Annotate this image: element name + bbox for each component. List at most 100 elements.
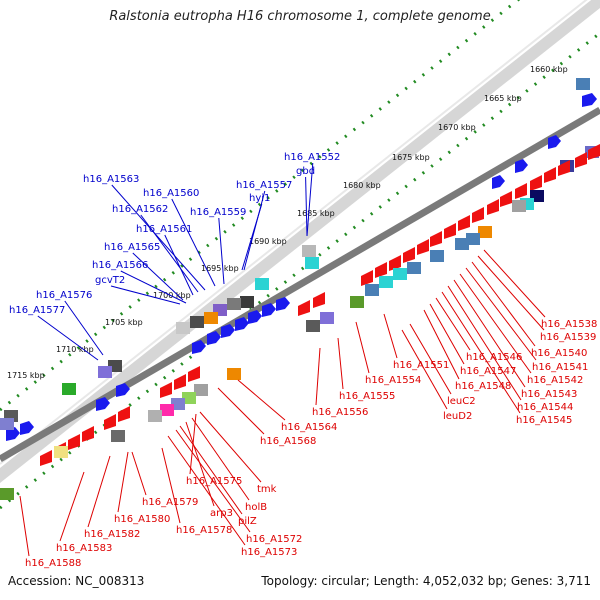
plus-label-hyi1: hyi1 <box>249 193 270 204</box>
minus-gene-arrow <box>588 144 600 160</box>
feature-box <box>478 226 492 238</box>
minus-label-leader <box>237 379 286 421</box>
feature-box <box>54 446 68 458</box>
minus-label-h16_A1547: h16_A1547 <box>460 366 516 377</box>
plus-label-gcvT2: gcvT2 <box>95 275 125 286</box>
minus-label-leuD2: leuD2 <box>443 411 472 422</box>
minus-gene-arrow <box>160 382 172 398</box>
plus-gene-arrow <box>248 310 262 324</box>
feature-box <box>148 410 162 422</box>
minus-label-leader <box>59 471 85 542</box>
plus-label-h16_A1565: h16_A1565 <box>104 242 160 253</box>
minus-label-h16_A1564: h16_A1564 <box>281 422 337 433</box>
plus-label-leader <box>64 300 104 356</box>
minus-label-leader <box>199 411 262 483</box>
minus-gene-arrow <box>82 426 94 442</box>
minus-label-leader <box>471 261 536 347</box>
minus-gene-arrow <box>558 160 570 176</box>
minus-label-h16_A1548: h16_A1548 <box>455 381 511 392</box>
minus-gene-arrow <box>298 300 310 316</box>
minus-label-h16_A1578: h16_A1578 <box>176 525 232 536</box>
plus-label-h16_A1562: h16_A1562 <box>112 204 168 215</box>
minus-label-leader <box>447 285 522 401</box>
feature-box <box>98 366 112 378</box>
minus-label-leader <box>459 273 532 374</box>
plus-label-h16_A1557: h16_A1557 <box>236 180 292 191</box>
minus-label-leader <box>465 267 537 361</box>
minus-gene-arrow <box>389 255 401 271</box>
minus-label-h16_A1541: h16_A1541 <box>532 362 588 373</box>
minus-label-h16_A1544: h16_A1544 <box>517 402 573 413</box>
minus-label-leader <box>441 291 521 414</box>
minus-label-leader <box>355 321 370 374</box>
minus-gene-arrow <box>174 374 186 390</box>
minus-label-leader <box>453 279 526 388</box>
minus-label-h16_A1546: h16_A1546 <box>466 352 522 363</box>
minus-label-leader <box>191 417 250 501</box>
minus-gene-arrow <box>530 175 542 191</box>
minus-label-leader <box>477 255 545 331</box>
plus-gene-arrow <box>548 135 561 149</box>
feature-box <box>393 268 407 280</box>
feature-box <box>365 284 379 296</box>
minus-label-holB: holB <box>245 502 267 513</box>
plus-gene-arrow <box>192 340 206 354</box>
plus-gene-arrow <box>6 427 20 441</box>
feature-box <box>306 320 320 332</box>
minus-gene-arrow <box>313 292 325 308</box>
minus-label-h16_A1575: h16_A1575 <box>186 476 242 487</box>
plus-gene-arrow <box>582 93 597 107</box>
plus-gene-arrow <box>276 297 290 311</box>
feature-box <box>466 233 480 245</box>
minus-label-h16_A1556: h16_A1556 <box>312 407 368 418</box>
minus-label-leader <box>167 435 246 546</box>
minus-gene-arrow <box>444 223 456 239</box>
minus-label-h16_A1579: h16_A1579 <box>142 497 198 508</box>
minus-label-leader <box>185 421 215 507</box>
scale-label-1665-kbp: 1665 kbp <box>484 94 522 103</box>
minus-label-leader <box>483 249 546 318</box>
minus-label-leader <box>401 329 448 410</box>
minus-gene-arrow <box>575 152 587 168</box>
feature-box <box>227 368 241 380</box>
minus-gene-arrow <box>40 450 52 466</box>
minus-label-leader <box>161 447 181 524</box>
minus-gene-arrow <box>375 262 387 278</box>
minus-label-h16_A1555: h16_A1555 <box>339 391 395 402</box>
minus-label-leader <box>87 455 111 528</box>
minus-label-leuC2: leuC2 <box>447 396 476 407</box>
minus-gene-arrow <box>188 366 200 382</box>
minus-label-h16_A1542: h16_A1542 <box>527 375 583 386</box>
feature-box <box>302 245 316 257</box>
map-title: Ralstonia eutropha H16 chromosome 1, com… <box>109 9 491 24</box>
plus-label-h16_A1577: h16_A1577 <box>9 305 65 316</box>
minus-label-h16_A1538: h16_A1538 <box>541 319 597 330</box>
minus-label-leader <box>435 297 471 351</box>
feature-box <box>512 200 526 212</box>
plus-label-leader <box>111 184 206 291</box>
minus-label-pilZ: pilZ <box>238 516 257 527</box>
feature-box <box>194 384 208 396</box>
minus-label-leader <box>315 347 321 406</box>
minus-label-leader <box>217 387 265 435</box>
plus-gene-arrow <box>262 303 276 317</box>
scale-label-1695-kbp: 1695 kbp <box>201 264 239 273</box>
minus-label-leader <box>19 495 30 557</box>
plus-gene-arrow <box>235 317 249 331</box>
minus-label-h16_A1568: h16_A1568 <box>260 436 316 447</box>
plus-label-h16_A1561: h16_A1561 <box>136 224 192 235</box>
plus-label-leader <box>132 252 184 301</box>
plus-label-leader <box>305 176 308 237</box>
scale-label-1680-kbp: 1680 kbp <box>343 181 381 190</box>
plus-label-leader <box>140 214 199 293</box>
minus-label-leader <box>175 429 251 533</box>
minus-label-arp3: arp3 <box>210 508 233 519</box>
minus-label-h16_A1582: h16_A1582 <box>84 529 140 540</box>
plus-gene-arrow <box>116 383 130 397</box>
scale-label-1705-kbp: 1705 kbp <box>105 318 143 327</box>
plus-label-h16_A1552: h16_A1552 <box>284 152 340 163</box>
feature-box <box>190 316 204 328</box>
plus-label-leader <box>120 270 187 304</box>
feature-box <box>160 404 174 416</box>
